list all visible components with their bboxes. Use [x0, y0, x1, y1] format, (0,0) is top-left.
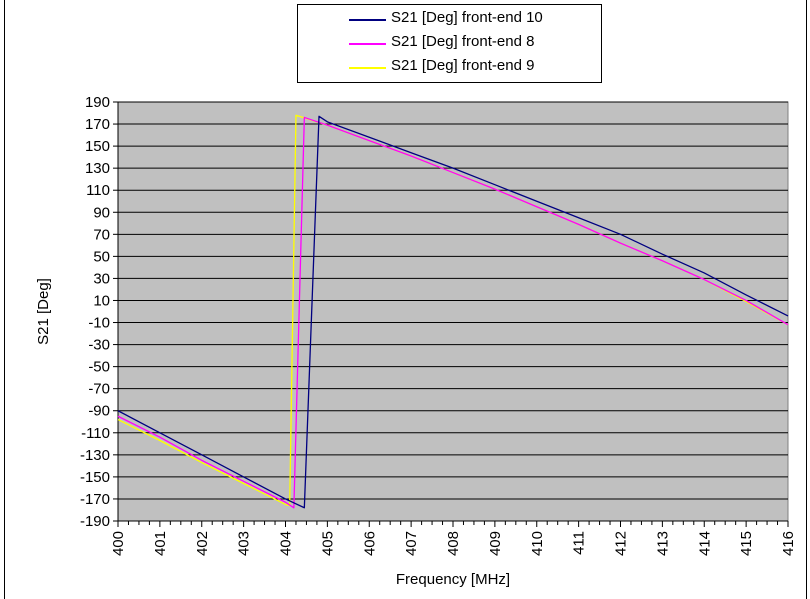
x-tick-label: 413 [654, 531, 671, 556]
y-tick-label: -110 [81, 425, 110, 442]
series-line-s21-deg-front-end-8 [117, 116, 789, 509]
y-tick-label: -190 [80, 513, 110, 530]
y-tick-label: -30 [88, 337, 110, 354]
legend-label: S21 [Deg] front-end 9 [391, 57, 535, 74]
legend-swatch [349, 67, 386, 69]
x-tick-label: 409 [487, 531, 504, 556]
x-tick-label: 410 [529, 531, 546, 556]
plot-area [117, 101, 789, 522]
legend-swatch [349, 19, 386, 21]
y-tick-label: -10 [88, 315, 110, 332]
y-tick-label: 130 [85, 160, 110, 177]
y-tick-label: 170 [85, 116, 110, 133]
legend-item-front-end-8: S21 [Deg] front-end 8 [298, 32, 601, 54]
x-axis-ticks: 400 401 402 403 404 405 406 407 408 409 410 411 412 4… [110, 521, 797, 556]
x-tick-label: 404 [278, 531, 295, 556]
frame-border-left [4, 0, 5, 599]
legend-label: S21 [Deg] front-end 8 [391, 33, 535, 50]
x-tick-label: 416 [780, 531, 797, 556]
y-tick-label: 190 [85, 94, 110, 111]
x-tick-label: 403 [236, 531, 253, 556]
y-tick-label: 150 [85, 138, 110, 155]
legend-item-front-end-10: S21 [Deg] front-end 10 [298, 8, 601, 30]
legend-label: S21 [Deg] front-end 10 [391, 9, 543, 26]
y-axis-title: S21 [Deg] [35, 278, 52, 345]
y-tick-label: -170 [80, 491, 110, 508]
y-tick-label: -150 [80, 469, 110, 486]
gridlines [118, 101, 788, 522]
legend-item-front-end-9: S21 [Deg] front-end 9 [298, 56, 601, 78]
y-tick-label: -50 [88, 359, 110, 376]
y-tick-label: 30 [93, 270, 110, 287]
y-tick-label: 10 [93, 292, 110, 309]
frame-border-right [806, 0, 807, 599]
y-tick-label: 110 [86, 182, 110, 199]
series-lines [117, 114, 789, 509]
x-tick-label: 412 [613, 531, 630, 556]
x-tick-label: 401 [152, 531, 169, 556]
y-tick-label: 70 [93, 226, 110, 243]
legend-swatch [349, 43, 386, 45]
x-tick-label: 402 [194, 531, 211, 556]
x-tick-label: 405 [319, 531, 336, 556]
x-tick-label: 407 [403, 531, 420, 556]
y-tick-label: -70 [88, 381, 110, 398]
y-tick-label: -90 [88, 403, 110, 420]
x-tick-label: 406 [361, 531, 378, 556]
x-tick-label: 411 [571, 531, 588, 555]
x-tick-label: 414 [696, 531, 713, 556]
y-tick-label: 50 [93, 248, 110, 265]
series-line-s21-deg-front-end-10 [117, 115, 789, 509]
x-axis-title: Frequency [MHz] [396, 571, 510, 588]
y-tick-label: 90 [93, 204, 110, 221]
x-tick-label: 408 [445, 531, 462, 556]
x-tick-label: 415 [738, 531, 755, 556]
y-axis-ticks: 190 170 150 130 110 90 70 50 30 10 -10 -30 -50 -70 -90… [80, 94, 118, 530]
x-tick-label: 400 [110, 531, 127, 556]
legend: S21 [Deg] front-end 10 S21 [Deg] front-e… [297, 4, 602, 83]
y-tick-label: -130 [80, 447, 110, 464]
